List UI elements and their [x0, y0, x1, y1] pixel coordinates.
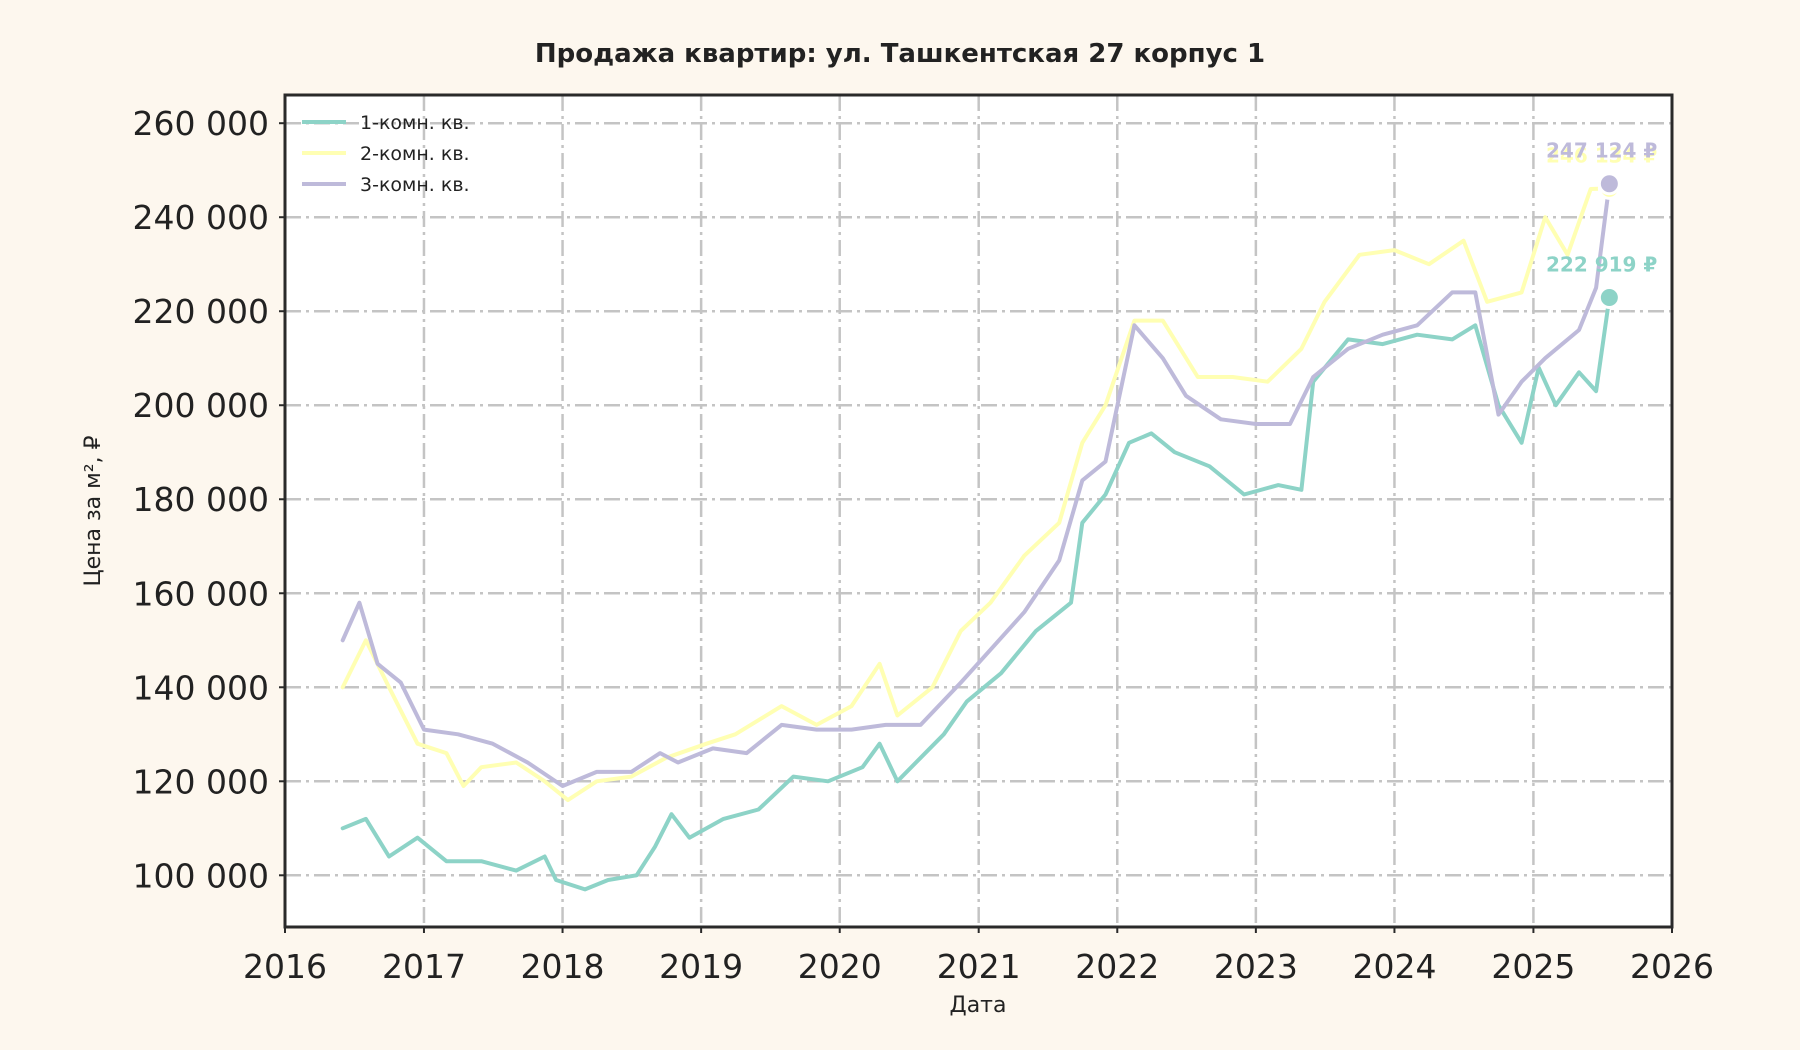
x-tick-label: 2022 — [1075, 947, 1159, 986]
y-tick-label: 120 000 — [133, 762, 269, 801]
series-lines — [340, 181, 1612, 892]
x-tick-label: 2019 — [659, 947, 743, 986]
legend-label: 3-комн. кв. — [360, 174, 470, 196]
y-tick-label: 260 000 — [133, 104, 269, 143]
x-tick-label: 2016 — [243, 947, 327, 986]
y-tick-label: 160 000 — [133, 574, 269, 613]
legend: 1-комн. кв. 2-комн. кв. 3-комн. кв. — [302, 112, 470, 196]
y-tick-label: 240 000 — [133, 198, 269, 237]
x-tick-label: 2025 — [1491, 947, 1575, 986]
x-tick-label: 2021 — [937, 947, 1021, 986]
x-tick-label: 2017 — [382, 947, 466, 986]
series-endpoint-marker — [1597, 286, 1621, 310]
series-last-value-label: 247 124 ₽ — [1546, 139, 1657, 163]
y-axis-label: Цена за м², ₽ — [81, 435, 106, 586]
y-axis: 100 000 120 000 140 000 160 000 180 000 200 0… — [133, 104, 285, 895]
legend-label: 1-комн. кв. — [360, 112, 470, 134]
series-line — [340, 181, 1612, 788]
x-axis-label: Дата — [950, 993, 1007, 1018]
series-last-value-label: 246 134 ₽ — [1546, 143, 1657, 167]
y-tick-label: 140 000 — [133, 668, 269, 707]
series-endpoint-marker — [1597, 172, 1621, 196]
x-tick-label: 2018 — [521, 947, 605, 986]
y-tick-label: 180 000 — [133, 480, 269, 519]
x-tick-label: 2023 — [1214, 947, 1298, 986]
x-tick-label: 2024 — [1352, 947, 1436, 986]
endpoint-markers: 222 919 ₽ 246 134 ₽247 124 ₽ — [1546, 139, 1657, 310]
series-line — [340, 295, 1612, 892]
y-tick-label: 200 000 — [133, 386, 269, 425]
chart-title: Продажа квартир: ул. Ташкентская 27 корп… — [535, 39, 1265, 69]
x-tick-label: 2020 — [798, 947, 882, 986]
series-line — [340, 186, 1612, 803]
x-axis: 2016 2017 2018 2019 2020 2021 2022 2023 2024 2025… — [243, 927, 1714, 986]
series-last-value-label: 222 919 ₽ — [1546, 253, 1657, 277]
y-tick-label: 220 000 — [133, 292, 269, 331]
y-tick-label: 100 000 — [133, 856, 269, 895]
x-tick-label: 2026 — [1630, 947, 1714, 986]
legend-label: 2-комн. кв. — [360, 143, 470, 165]
